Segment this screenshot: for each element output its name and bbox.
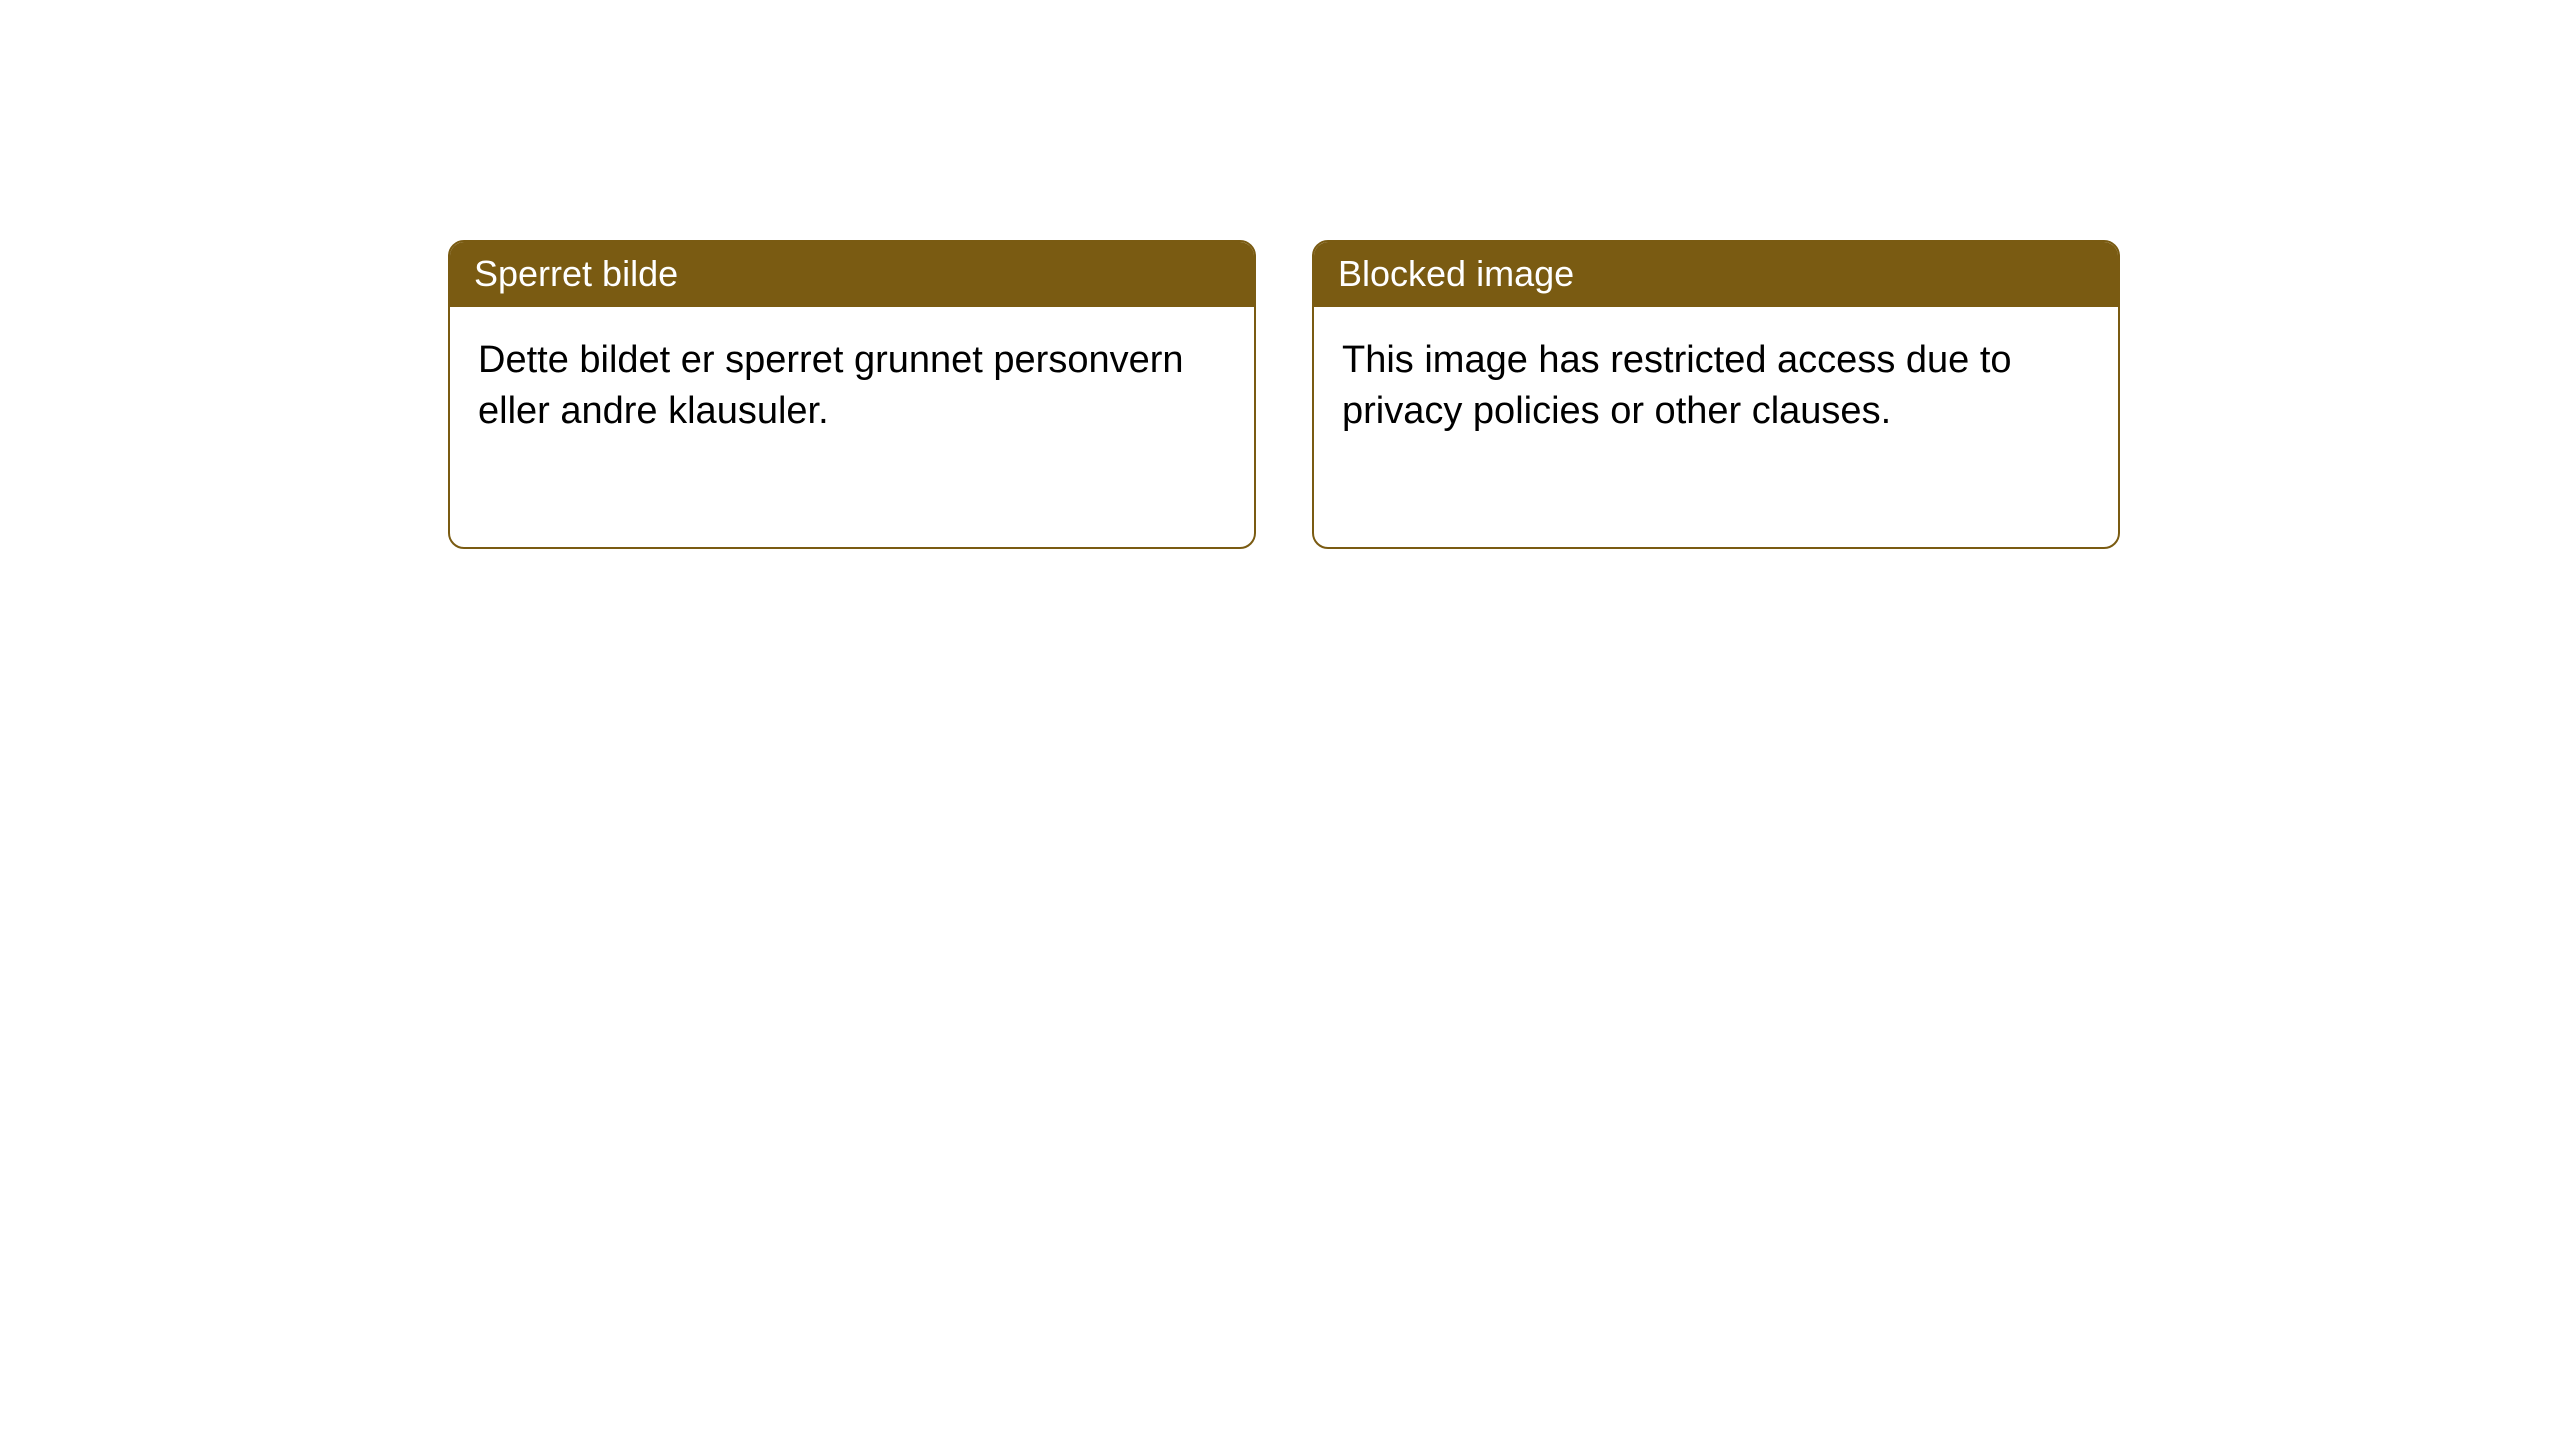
notice-text-en: This image has restricted access due to … xyxy=(1342,339,2012,432)
notice-title-no: Sperret bilde xyxy=(474,253,678,294)
notice-box-no: Sperret bilde Dette bildet er sperret gr… xyxy=(448,240,1256,549)
notice-body-en: This image has restricted access due to … xyxy=(1314,307,2118,547)
notice-header-en: Blocked image xyxy=(1314,242,2118,307)
notice-text-no: Dette bildet er sperret grunnet personve… xyxy=(478,339,1184,432)
notice-body-no: Dette bildet er sperret grunnet personve… xyxy=(450,307,1254,547)
notice-header-no: Sperret bilde xyxy=(450,242,1254,307)
notice-box-en: Blocked image This image has restricted … xyxy=(1312,240,2120,549)
notice-container: Sperret bilde Dette bildet er sperret gr… xyxy=(0,0,2560,549)
notice-title-en: Blocked image xyxy=(1338,253,1574,294)
